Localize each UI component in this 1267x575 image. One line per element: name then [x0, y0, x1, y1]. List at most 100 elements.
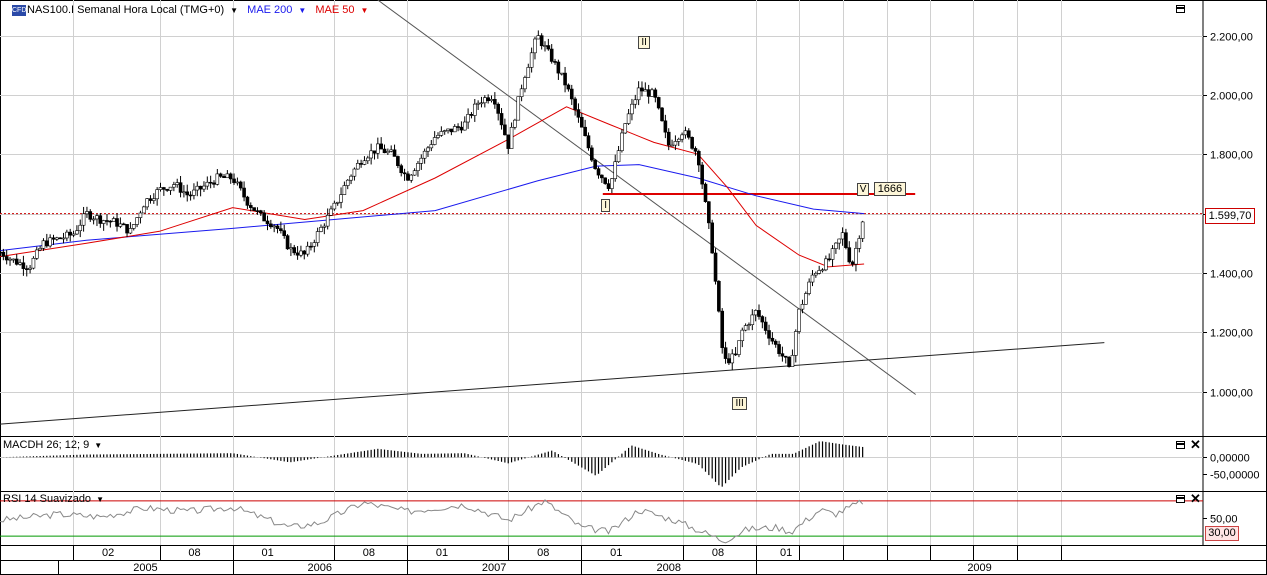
macd-header: MACDH 26; 12; 9 ▼: [3, 439, 108, 451]
candle-body: [586, 135, 591, 149]
candle-body: [807, 281, 811, 294]
macd-maximize-icon[interactable]: [1176, 441, 1185, 449]
candle-body: [760, 316, 765, 323]
candle-body: [215, 173, 220, 185]
mae50-legend[interactable]: MAE 50: [315, 4, 355, 16]
candle-body: [265, 220, 270, 225]
candle-body: [606, 183, 611, 189]
candle-body: [583, 126, 587, 136]
candle-body: [279, 228, 283, 231]
candle-body: [479, 102, 484, 105]
wave-label-v[interactable]: V: [856, 182, 870, 196]
candle-body: [750, 314, 755, 325]
candle-body: [225, 173, 230, 179]
candle-body: [68, 231, 73, 236]
candle-body: [850, 261, 855, 265]
candle-body: [295, 252, 300, 256]
macd-label[interactable]: MACDH 26; 12; 9: [3, 439, 90, 451]
candle-body: [596, 168, 601, 176]
rsi-close-icon[interactable]: ✕: [1190, 491, 1201, 506]
mae50-dropdown-icon[interactable]: ▼: [360, 6, 369, 15]
candle-body: [814, 273, 818, 276]
candle-body: [8, 258, 12, 261]
candle-body: [663, 120, 668, 133]
candle-body: [118, 223, 123, 227]
candle-body: [840, 232, 845, 240]
month-label: 08: [363, 547, 375, 559]
candle-body: [18, 262, 22, 265]
candle-body: [817, 270, 821, 274]
candle-body: [456, 126, 460, 128]
month-label: 01: [436, 547, 448, 559]
candle-body: [168, 186, 173, 191]
candle-body: [713, 252, 718, 282]
candle-body: [643, 89, 648, 92]
rsi-label[interactable]: RSI 14 Suavizado: [3, 493, 92, 505]
candle-body: [218, 173, 223, 177]
candle-body: [51, 237, 56, 240]
candle-body: [185, 191, 190, 196]
candle-body: [78, 224, 83, 232]
candle-body: [593, 159, 597, 169]
macd-close-icon[interactable]: ✕: [1190, 437, 1201, 452]
symbol-title[interactable]: NAS100.I Semanal Hora Local (TMG+0): [27, 4, 225, 16]
candle-body: [646, 89, 651, 97]
candle-body: [436, 135, 440, 138]
candle-body: [740, 329, 745, 342]
symbol-dropdown-icon[interactable]: ▼: [230, 6, 239, 15]
resistance-value-label[interactable]: 1666: [873, 181, 907, 196]
candle-body: [85, 211, 89, 215]
candle-body: [359, 163, 363, 165]
candle-body: [703, 183, 708, 202]
candle-body: [259, 210, 263, 214]
candle-body: [392, 149, 397, 157]
candle-body: [804, 293, 808, 305]
candle-body: [412, 170, 417, 176]
candle-body: [573, 98, 577, 110]
rsi-dropdown-icon[interactable]: ▼: [96, 495, 105, 504]
wave-label-ii[interactable]: II: [638, 36, 650, 50]
candle-body: [0, 251, 2, 254]
year-label: 2008: [656, 562, 680, 574]
candle-body: [372, 150, 377, 154]
candle-body: [65, 231, 69, 239]
year-label: 2005: [133, 562, 157, 574]
candle-body: [255, 210, 260, 212]
candle-body: [188, 194, 193, 197]
candle-body: [686, 130, 691, 138]
candle-body: [108, 220, 113, 223]
candle-body: [302, 250, 307, 255]
main-panel-maximize-icon[interactable]: [1176, 5, 1185, 13]
candle-body: [41, 240, 46, 249]
candle-body: [559, 72, 564, 75]
candle-body: [262, 212, 266, 222]
candle-body: [192, 189, 196, 196]
candle-body: [75, 230, 79, 235]
candle-body: [245, 196, 250, 206]
candle-body: [125, 224, 129, 234]
candle-body: [379, 143, 383, 150]
candle-body: [432, 137, 437, 145]
wave-label-i[interactable]: I: [601, 198, 610, 212]
wave-label-iii[interactable]: III: [732, 397, 747, 411]
candle-body: [499, 113, 504, 126]
candle-body: [810, 274, 815, 283]
current-price-tag: 1.599,70: [1205, 208, 1255, 224]
candle-body: [693, 148, 698, 152]
macd-dropdown-icon[interactable]: ▼: [94, 441, 103, 450]
candle-body: [452, 126, 457, 133]
candle-body: [406, 173, 410, 181]
candle-body: [730, 353, 735, 364]
rsi-maximize-icon[interactable]: [1176, 495, 1185, 503]
candle-body: [389, 149, 394, 152]
candle-body: [603, 177, 607, 184]
candle-body: [158, 187, 163, 190]
mae200-legend[interactable]: MAE 200: [247, 4, 293, 16]
candle-body: [753, 310, 758, 316]
candle-body: [228, 173, 233, 180]
candle-body: [543, 45, 547, 47]
candle-body: [620, 132, 624, 151]
candle-body: [235, 181, 240, 184]
candle-body: [723, 347, 728, 359]
mae200-dropdown-icon[interactable]: ▼: [298, 6, 307, 15]
